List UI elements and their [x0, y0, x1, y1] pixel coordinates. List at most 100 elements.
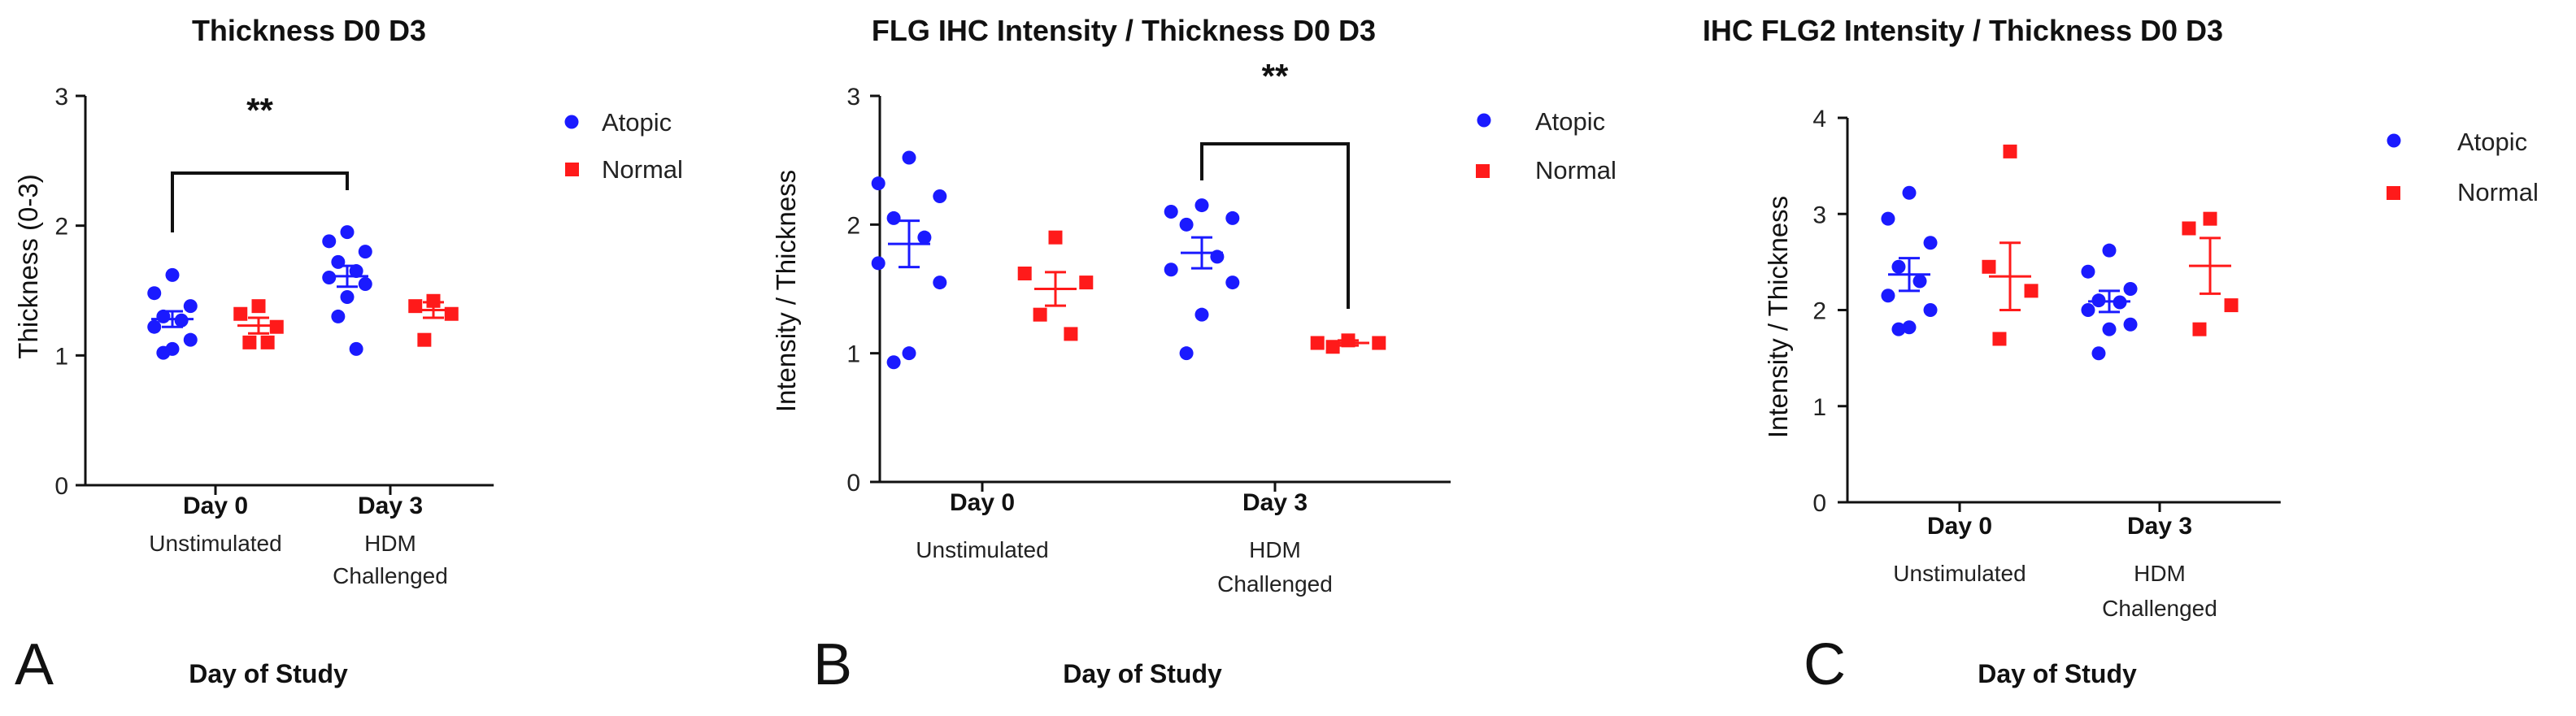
- data-point-normal: [2182, 221, 2196, 236]
- data-point-normal: [1982, 259, 1996, 274]
- data-point-atopic: [886, 355, 901, 370]
- data-point-atopic: [1912, 274, 1927, 289]
- data-point-atopic: [165, 267, 180, 282]
- significance-label: **: [246, 91, 273, 129]
- panel-a-title: Thickness D0 D3: [192, 14, 426, 47]
- panel-a-legend: Atopic Normal: [564, 108, 683, 184]
- y-tick-label: 1: [1812, 394, 1826, 421]
- legend-normal-label: Normal: [1535, 156, 1617, 184]
- data-point-atopic: [1881, 289, 1895, 303]
- x-tick-label: Day 3: [358, 493, 423, 519]
- data-point-normal: [2224, 298, 2239, 313]
- data-point-atopic: [902, 346, 916, 361]
- y-tick-label: 1: [846, 341, 860, 368]
- x-tick-label: Day 3: [1242, 489, 1308, 516]
- data-point-atopic: [147, 286, 162, 301]
- y-tick-label: 2: [1812, 298, 1826, 325]
- x-tick-label: Day 0: [1927, 513, 1992, 540]
- x-category-sublabel: HDM: [2134, 561, 2186, 586]
- data-point-normal: [233, 306, 248, 321]
- panel-b-legend: Atopic Normal: [1476, 107, 1617, 184]
- legend-normal-marker: [1476, 164, 1490, 178]
- data-point-atopic: [2081, 303, 2095, 317]
- data-point-normal: [2003, 144, 2017, 158]
- y-tick-label: 3: [1812, 202, 1826, 228]
- panel-a-xlabel: Day of Study: [189, 659, 348, 688]
- x-category-sublabel: Unstimulated: [1893, 561, 2026, 586]
- y-tick-label: 3: [54, 84, 68, 111]
- data-point-normal: [1048, 230, 1063, 245]
- data-point-normal: [260, 335, 275, 349]
- data-point-normal: [2192, 322, 2207, 336]
- data-point-normal: [2203, 211, 2217, 226]
- panel-a-letter: A: [15, 632, 54, 697]
- panel-c-legend: Atopic Normal: [2387, 128, 2539, 206]
- legend-normal-marker: [2387, 186, 2400, 200]
- data-point-atopic: [322, 271, 337, 285]
- panel-a-plot: 0 1 2 3 Day 0 Unstimulated Day 3 HDM Challenged *…: [54, 84, 494, 588]
- y-tick-label: 2: [846, 212, 860, 239]
- data-point-atopic: [349, 341, 363, 356]
- panel-b: FLG IHC Intensity / Thickness D0 D3 Inte…: [771, 14, 1617, 697]
- data-point-atopic: [340, 289, 355, 304]
- data-point-atopic: [174, 313, 189, 328]
- data-point-atopic: [183, 332, 198, 347]
- panel-b-xlabel: Day of Study: [1063, 659, 1222, 688]
- data-point-normal: [269, 319, 284, 334]
- data-point-normal: [251, 299, 266, 314]
- panel-c-ylabel: Intensity / Thickness: [1763, 196, 1793, 438]
- data-point-normal: [1017, 267, 1032, 280]
- data-point-atopic: [1179, 217, 1194, 232]
- data-point-normal: [1079, 276, 1094, 290]
- data-point-atopic: [340, 225, 355, 240]
- x-category-sublabel: HDM: [364, 531, 416, 556]
- y-tick-label: 0: [846, 470, 860, 497]
- data-point-normal: [1310, 336, 1325, 350]
- data-point-atopic: [2123, 317, 2138, 332]
- data-point-atopic: [1179, 346, 1194, 361]
- legend-atopic-marker: [564, 115, 579, 129]
- x-category-sublabel: Unstimulated: [149, 531, 281, 556]
- x-category-sublabel: Unstimulated: [916, 537, 1048, 562]
- panel-b-plot: 0 1 2 3 Day 0 Unstimulated Day 3 HDM Challenged *…: [846, 57, 1451, 597]
- panel-c: IHC FLG2 Intensity / Thickness D0 D3 Int…: [1703, 14, 2539, 697]
- x-category-sublabel: Challenged: [1217, 571, 1333, 597]
- y-tick-label: 1: [54, 343, 68, 370]
- y-tick-label: 2: [54, 214, 68, 241]
- legend-atopic-label: Atopic: [602, 108, 672, 137]
- panel-c-xlabel: Day of Study: [1978, 659, 2137, 688]
- panel-c-letter: C: [1804, 632, 1846, 697]
- data-point-atopic: [2091, 346, 2106, 361]
- data-point-atopic: [1225, 276, 1240, 290]
- x-tick-label: Day 0: [183, 493, 248, 519]
- data-point-atopic: [1164, 205, 1178, 219]
- y-tick-label: 3: [846, 84, 860, 111]
- data-point-atopic: [933, 189, 947, 203]
- data-point-atopic: [886, 210, 901, 225]
- data-point-atopic: [2102, 322, 2117, 336]
- data-point-atopic: [183, 299, 198, 314]
- x-category-sublabel: HDM: [1249, 537, 1301, 562]
- data-point-atopic: [871, 256, 886, 271]
- legend-normal-label: Normal: [602, 155, 683, 184]
- data-point-normal: [2024, 284, 2039, 298]
- data-point-atopic: [349, 264, 363, 279]
- y-tick-label: 0: [54, 473, 68, 500]
- data-point-normal: [1064, 327, 1078, 341]
- data-point-normal: [242, 335, 257, 349]
- data-point-atopic: [1891, 322, 1906, 336]
- data-point-normal: [426, 293, 441, 308]
- legend-normal-label: Normal: [2457, 178, 2539, 206]
- data-point-atopic: [1881, 211, 1895, 226]
- data-point-atopic: [1225, 210, 1240, 225]
- data-point-atopic: [2123, 281, 2138, 296]
- x-category-sublabel: Challenged: [2102, 596, 2217, 621]
- x-category-sublabel: Challenged: [333, 563, 448, 588]
- panel-b-letter: B: [813, 632, 852, 697]
- data-point-normal: [1033, 307, 1047, 322]
- data-point-normal: [417, 332, 432, 347]
- data-point-atopic: [1902, 320, 1917, 335]
- data-point-atopic: [1164, 263, 1178, 277]
- significance-bracket: [171, 171, 349, 232]
